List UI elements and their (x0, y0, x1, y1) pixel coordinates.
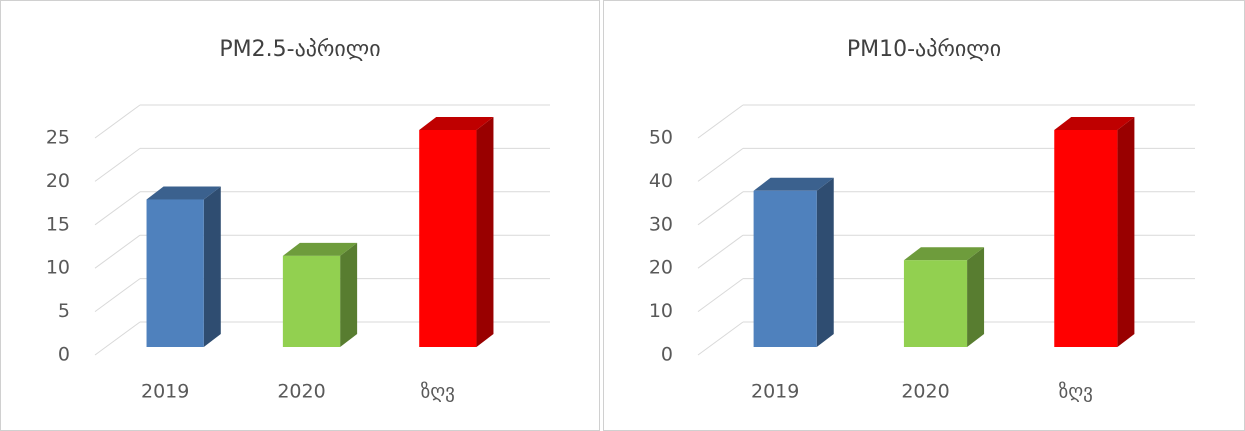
x-tick-label: 2019 (141, 381, 189, 403)
grid-line (697, 234, 744, 269)
bar (282, 255, 341, 347)
grid-line (94, 278, 141, 313)
bar (146, 199, 204, 347)
y-tick-label: 5 (58, 300, 70, 322)
bar (1054, 130, 1118, 347)
x-tick-label: 2019 (751, 381, 799, 403)
x-tick-label: 2020 (901, 381, 949, 403)
grid-line (697, 104, 744, 139)
y-tick-label: 50 (649, 127, 673, 149)
bar-top (1054, 117, 1135, 130)
grid-line (94, 191, 141, 226)
grid-line (697, 147, 744, 182)
bar-side (203, 186, 221, 347)
y-tick-label: 10 (46, 257, 70, 279)
panel-border (603, 0, 1245, 431)
bar (419, 130, 477, 347)
grid-line (94, 321, 141, 356)
bar-top (419, 117, 494, 130)
x-tick-label: ზღვ (421, 381, 455, 403)
y-tick-label: 30 (649, 213, 673, 235)
bar-top (146, 186, 221, 200)
y-tick-label: 25 (46, 127, 70, 149)
x-tick-label: ზღვ (1059, 381, 1093, 403)
bar-side (340, 242, 358, 347)
bar-side (967, 247, 985, 347)
y-tick-label: 20 (46, 170, 70, 192)
y-tick-label: 20 (649, 257, 673, 279)
grid-line (697, 191, 744, 226)
grid-line (697, 321, 744, 356)
y-tick-label: 0 (661, 344, 673, 366)
y-tick-label: 15 (46, 213, 70, 235)
bar-side (476, 117, 494, 347)
bar-side (1117, 117, 1135, 347)
x-tick-label: 2020 (277, 381, 325, 403)
bar (753, 190, 817, 347)
bar-top (903, 247, 985, 261)
grid-line (697, 278, 744, 313)
chart-title: PM10-აპრილი (847, 37, 1001, 62)
chart-title: PM2.5-აპრილი (219, 37, 380, 62)
grid-line (94, 104, 141, 139)
grid-line (94, 147, 141, 182)
bar (903, 260, 968, 347)
bar-side (816, 177, 834, 347)
bar-top (282, 242, 358, 256)
y-tick-label: 0 (58, 344, 70, 366)
bar-top (753, 177, 834, 191)
chart-panel: PM10-აპრილი 0 10 20 30 40 50 2019 2020 ზღვ (603, 0, 1245, 431)
panel-border (0, 0, 600, 431)
grid-line (94, 234, 141, 269)
y-tick-label: 10 (649, 300, 673, 322)
chart-panel: PM2.5-აპრილი 0 5 10 15 20 25 2019 2020 ზღვ (0, 0, 600, 431)
y-tick-label: 40 (649, 170, 673, 192)
